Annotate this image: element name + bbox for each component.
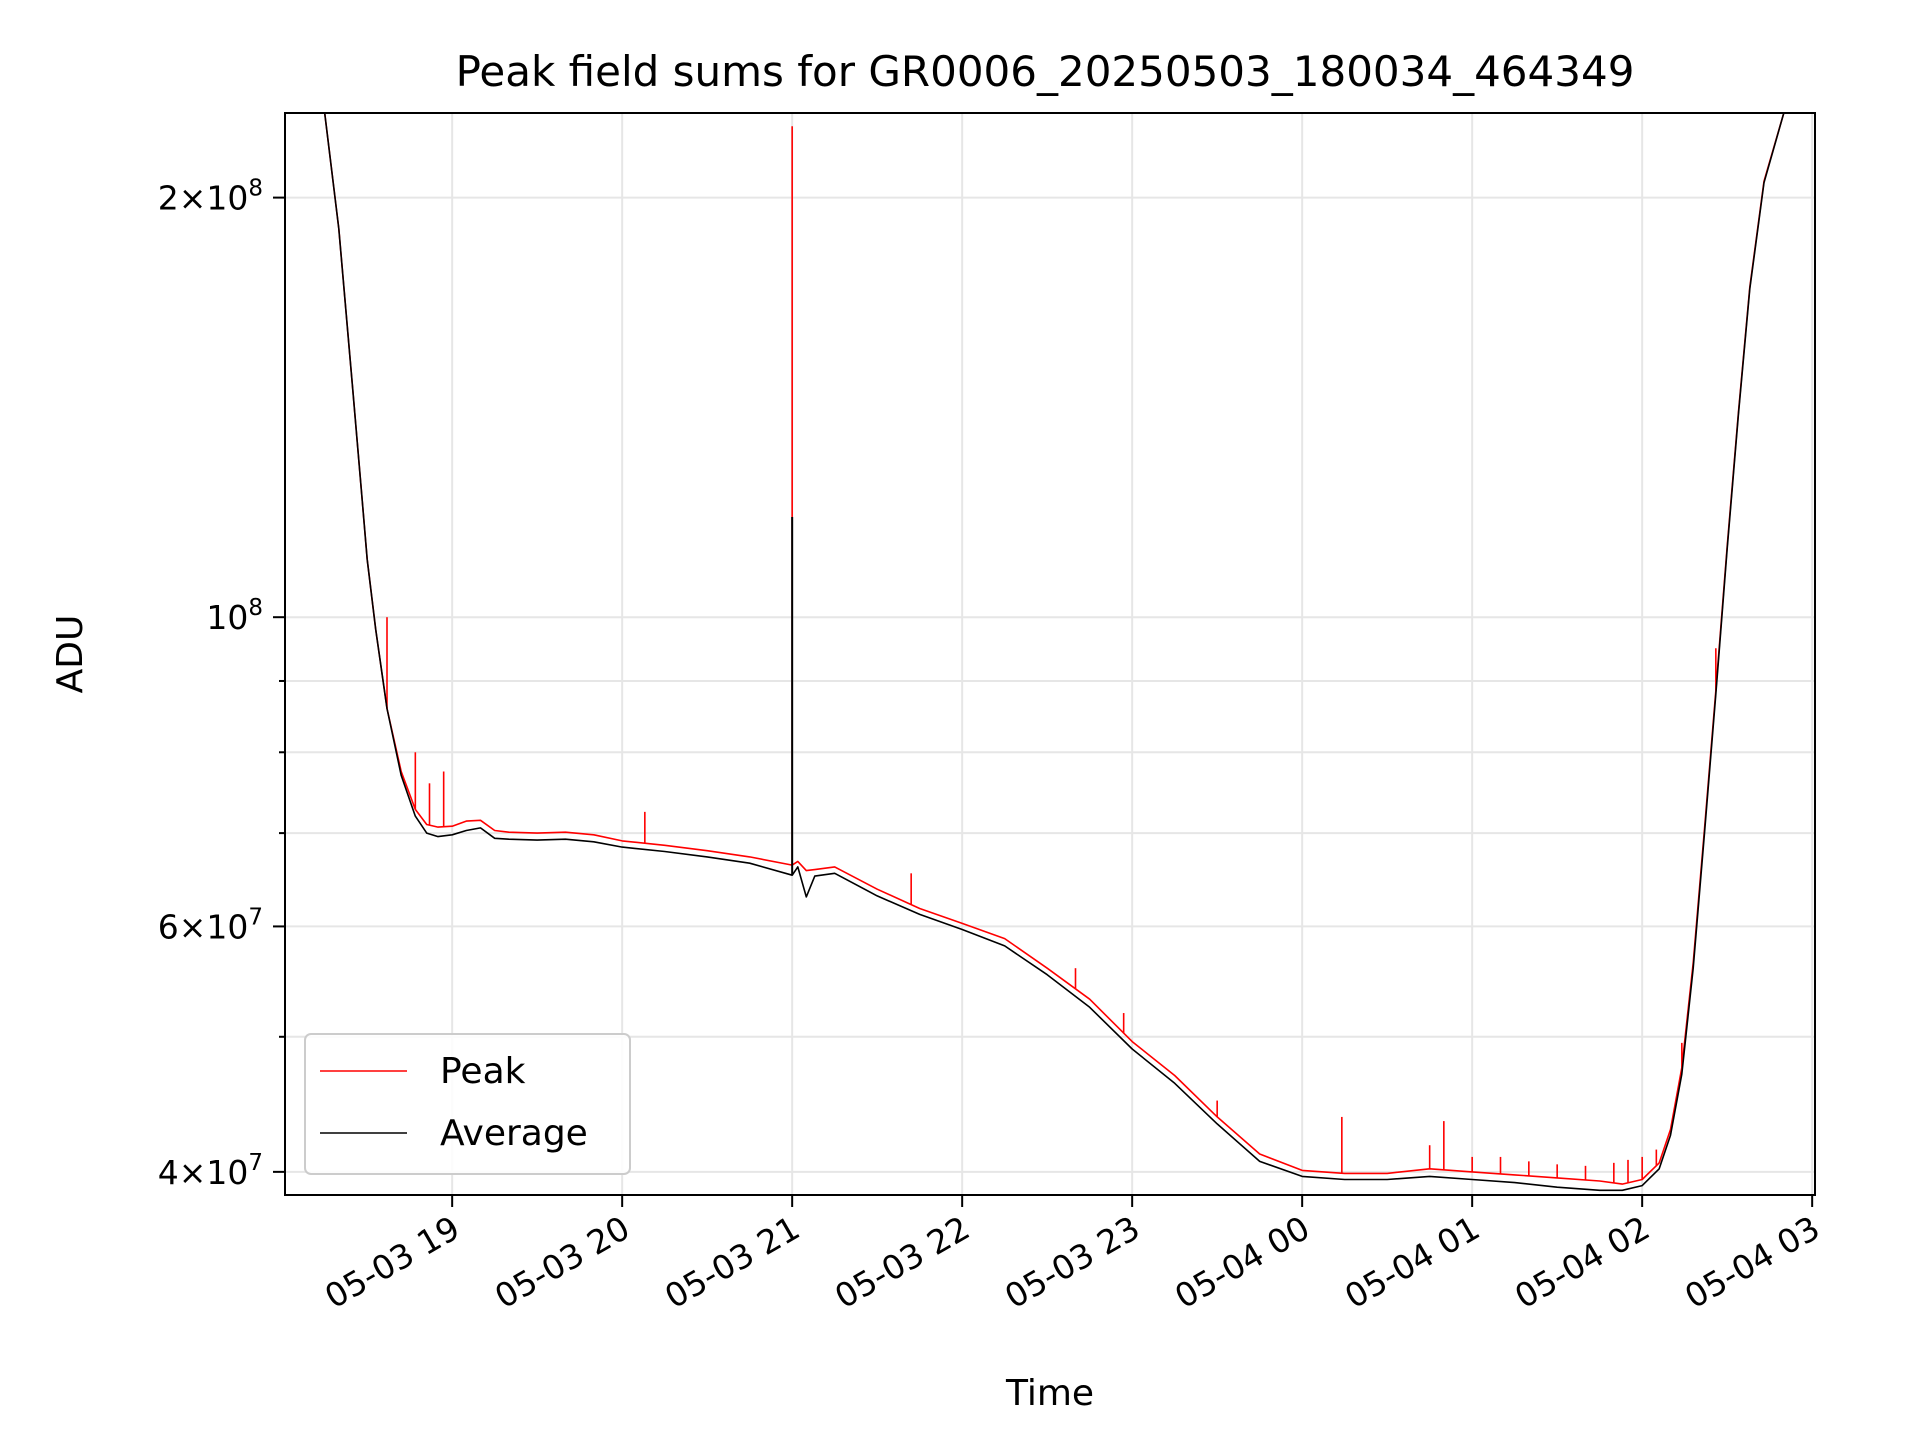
legend-label-peak: Peak (440, 1051, 526, 1092)
y-axis: 4×107 6×107 108 2×108 (158, 176, 285, 1192)
series-line-peak (285, 113, 1785, 1185)
plot-frame (284, 112, 1816, 1196)
legend: Peak Average (304, 1033, 631, 1175)
y-tick-label: 6×107 (158, 904, 263, 946)
legend-label-average: Average (440, 1113, 588, 1154)
y-tick-label: 4×107 (158, 1150, 263, 1192)
legend-box (304, 1033, 631, 1175)
series-line-average (285, 113, 1785, 1192)
series-layer (285, 113, 1785, 1192)
y-tick-label: 108 (206, 595, 263, 637)
chart-title: Peak field sums for GR0006_20250503_1800… (456, 47, 1635, 96)
x-axis-label: Time (1005, 1373, 1094, 1414)
y-tick-label: 2×108 (158, 176, 263, 218)
y-axis-label: ADU (50, 615, 91, 694)
